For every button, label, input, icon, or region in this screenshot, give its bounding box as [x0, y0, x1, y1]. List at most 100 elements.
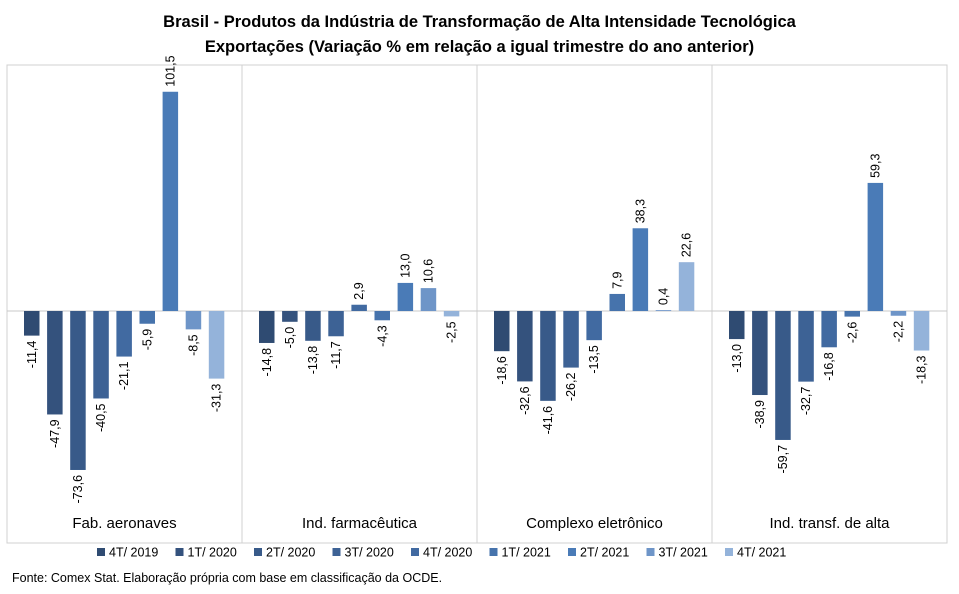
bar — [494, 311, 510, 352]
bar — [913, 311, 930, 351]
bar — [185, 311, 202, 330]
bar — [208, 311, 225, 379]
legend-swatch — [411, 548, 419, 556]
legend-item: 4T/ 2020 — [411, 546, 472, 560]
category-label: Ind. transf. de alta — [769, 515, 890, 532]
bar — [798, 311, 814, 382]
bar — [47, 311, 63, 415]
legend-label: 1T/ 2020 — [188, 546, 237, 560]
bar — [305, 311, 321, 341]
legend-item: 2T/ 2021 — [568, 546, 629, 560]
data-label: -18,6 — [495, 356, 509, 385]
legend-item: 2T/ 2020 — [254, 546, 315, 560]
data-label: -73,6 — [71, 475, 85, 504]
bar — [282, 311, 298, 322]
bar — [420, 288, 437, 311]
chart-title: Brasil - Produtos da Indústria de Transf… — [163, 13, 796, 31]
data-label: -32,7 — [799, 387, 813, 416]
bar — [821, 311, 837, 348]
data-label: 0,4 — [656, 288, 670, 305]
data-label: -13,8 — [306, 346, 320, 375]
data-label: -8,5 — [186, 334, 200, 356]
bar — [775, 311, 791, 440]
data-label: -2,5 — [445, 321, 459, 343]
legend-swatch — [175, 548, 184, 556]
legend-label: 4T/ 2020 — [423, 546, 472, 560]
data-label: -41,6 — [541, 406, 555, 435]
legend-label: 3T/ 2021 — [659, 546, 708, 560]
data-label: -5,9 — [140, 329, 154, 351]
bar — [162, 91, 179, 311]
data-label: -18,3 — [915, 355, 929, 384]
legend-swatch — [332, 548, 341, 556]
data-label: -5,0 — [283, 327, 297, 349]
bar — [443, 311, 460, 317]
data-label: 7,9 — [610, 272, 624, 289]
data-label: 2,9 — [352, 282, 366, 299]
source-note: Fonte: Comex Stat. Elaboração própria co… — [12, 571, 443, 585]
data-label: 101,5 — [163, 55, 177, 86]
bar — [397, 282, 414, 311]
bar — [890, 311, 907, 316]
bar — [374, 311, 390, 321]
legend-item: 1T/ 2021 — [489, 546, 551, 560]
bar — [729, 311, 745, 340]
bar — [678, 262, 695, 311]
bar — [93, 311, 109, 399]
category-label: Fab. aeronaves — [72, 515, 176, 532]
data-label: -59,7 — [776, 445, 790, 474]
data-label: -32,6 — [518, 386, 532, 415]
bar — [563, 311, 579, 368]
legend-label: 2T/ 2021 — [580, 546, 629, 560]
data-label: 59,3 — [868, 154, 882, 178]
bar — [655, 310, 672, 311]
bar — [609, 293, 625, 311]
data-label: 22,6 — [680, 233, 694, 257]
data-labels-layer: -11,4 -47,9 -73,6 -40,5 -21,1 -5,9 101,5 -8,5 -3… — [25, 55, 929, 503]
bar — [867, 182, 884, 311]
data-label: -13,0 — [730, 344, 744, 373]
category-label: Complexo eletrônico — [526, 515, 663, 532]
data-label: -21,1 — [117, 362, 131, 391]
legend-label: 2T/ 2020 — [266, 546, 315, 560]
bar — [632, 228, 649, 311]
legend-swatch — [568, 548, 576, 556]
bars-layer — [24, 91, 930, 470]
legend-item: 4T/ 2019 — [97, 546, 158, 560]
data-label: 13,0 — [398, 254, 412, 278]
data-label: -31,3 — [210, 384, 224, 413]
legend-item: 3T/ 2021 — [646, 546, 708, 560]
bar — [540, 311, 556, 401]
data-label: -40,5 — [94, 403, 108, 432]
legend-label: 1T/ 2021 — [502, 546, 551, 560]
category-label: Ind. farmacêutica — [302, 515, 418, 532]
bar — [586, 311, 602, 341]
legend-label: 3T/ 2020 — [345, 546, 394, 560]
data-label: -16,8 — [822, 352, 836, 381]
bar — [70, 311, 86, 470]
data-label: 38,3 — [633, 199, 647, 223]
data-label: -38,9 — [753, 400, 767, 429]
legend-swatch — [97, 548, 105, 556]
legend: 4T/ 2019 1T/ 2020 2T/ 2020 3T/ 2020 4T/ 2020… — [97, 546, 786, 560]
legend-swatch — [646, 548, 655, 556]
data-label: -14,8 — [260, 348, 274, 377]
chart-subtitle: Exportações (Variação % em relação a igu… — [204, 38, 755, 56]
data-label: -11,4 — [25, 341, 39, 369]
data-label: -13,5 — [587, 345, 601, 374]
bar — [752, 311, 768, 396]
bar — [517, 311, 533, 382]
category-labels-layer: Fab. aeronaves Ind. farmacêutica Complexo … — [72, 515, 890, 532]
legend-swatch — [254, 548, 262, 556]
legend-item: 4T/ 2021 — [725, 546, 786, 560]
bar — [116, 311, 132, 357]
legend-swatch — [489, 548, 498, 556]
bar — [351, 304, 367, 311]
data-label: -4,3 — [375, 325, 389, 347]
legend-item: 1T/ 2020 — [175, 546, 237, 560]
chart-frame — [6, 64, 948, 544]
bar — [24, 311, 40, 336]
legend-label: 4T/ 2019 — [109, 546, 158, 560]
legend-item: 3T/ 2020 — [332, 546, 394, 560]
